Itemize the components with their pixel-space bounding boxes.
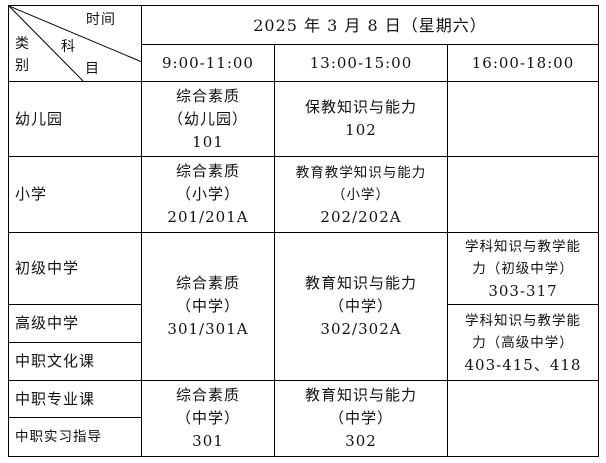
slot-morning: 9:00-11:00: [141, 44, 275, 82]
category-vocational-major: 中职专业课: [8, 380, 142, 418]
cell-kg-2: 保教知识与能力 102: [274, 81, 448, 157]
slot-afternoon: 13:00-15:00: [274, 44, 448, 82]
category-vocational-culture: 中职文化课: [8, 342, 142, 381]
category-kindergarten: 幼儿园: [8, 81, 142, 157]
corner-time: 时间: [86, 12, 116, 28]
corner-category-1: 类: [15, 36, 30, 52]
cell-pri-2: 教育教学知识与能力 （小学） 202/202A: [274, 156, 448, 233]
table-row: 初级中学 综合素质 （中学） 301/301A 教育知识与能力 （中学） 302/302…: [8, 232, 599, 381]
exam-schedule-table: 时间 科 目 类 别 2025 年 3 月 8 日（星期六） 9:00-11:0…: [8, 5, 599, 457]
cell-kg-3: [447, 81, 599, 157]
cell-kg-1: 综合素质 （幼儿园） 101: [141, 81, 275, 157]
table-row: 中职实习指导: [8, 417, 599, 457]
exam-date: 2025 年 3 月 8 日（星期六）: [141, 5, 599, 45]
cell-sen-3: 学科知识与教学能 力（高级中学） 403-415、418: [447, 304, 599, 381]
category-primary: 小学: [8, 156, 142, 233]
corner-subject-2: 目: [85, 61, 100, 77]
cell-mid-1: 综合素质 （中学） 301/301A: [141, 232, 275, 381]
cell-pri-1: 综合素质 （小学） 201/201A: [141, 156, 275, 233]
header-corner: 时间 科 目 类 别: [8, 5, 142, 82]
slot-evening: 16:00-18:00: [447, 44, 599, 82]
cell-pri-3: [447, 156, 599, 233]
table-row: 幼儿园 综合素质 （幼儿园） 101 保教知识与能力 102: [8, 81, 599, 157]
table-row: 中职专业课 综合素质 （中学） 301 教育知识与能力 （中学） 302: [8, 380, 599, 457]
cell-voc-1: 综合素质 （中学） 301: [141, 380, 275, 457]
table-row: 高级中学 学科知识与教学能 力（高级中学） 403-415、418: [8, 304, 599, 381]
diagonal-lines: [9, 6, 142, 82]
corner-category-2: 别: [15, 58, 30, 74]
cell-voc-3: [447, 380, 599, 457]
category-junior: 初级中学: [8, 232, 142, 305]
category-senior: 高级中学: [8, 304, 142, 343]
cell-voc-2: 教育知识与能力 （中学） 302: [274, 380, 448, 457]
corner-subject-1: 科: [61, 39, 76, 55]
cell-mid-2: 教育知识与能力 （中学） 302/302A: [274, 232, 448, 381]
cell-jun-3: 学科知识与教学能 力（初级中学） 303-317: [447, 232, 599, 305]
category-vocational-practice: 中职实习指导: [8, 417, 142, 457]
table-row: 小学 综合素质 （小学） 201/201A 教育教学知识与能力 （小学） 202/202…: [8, 156, 599, 233]
